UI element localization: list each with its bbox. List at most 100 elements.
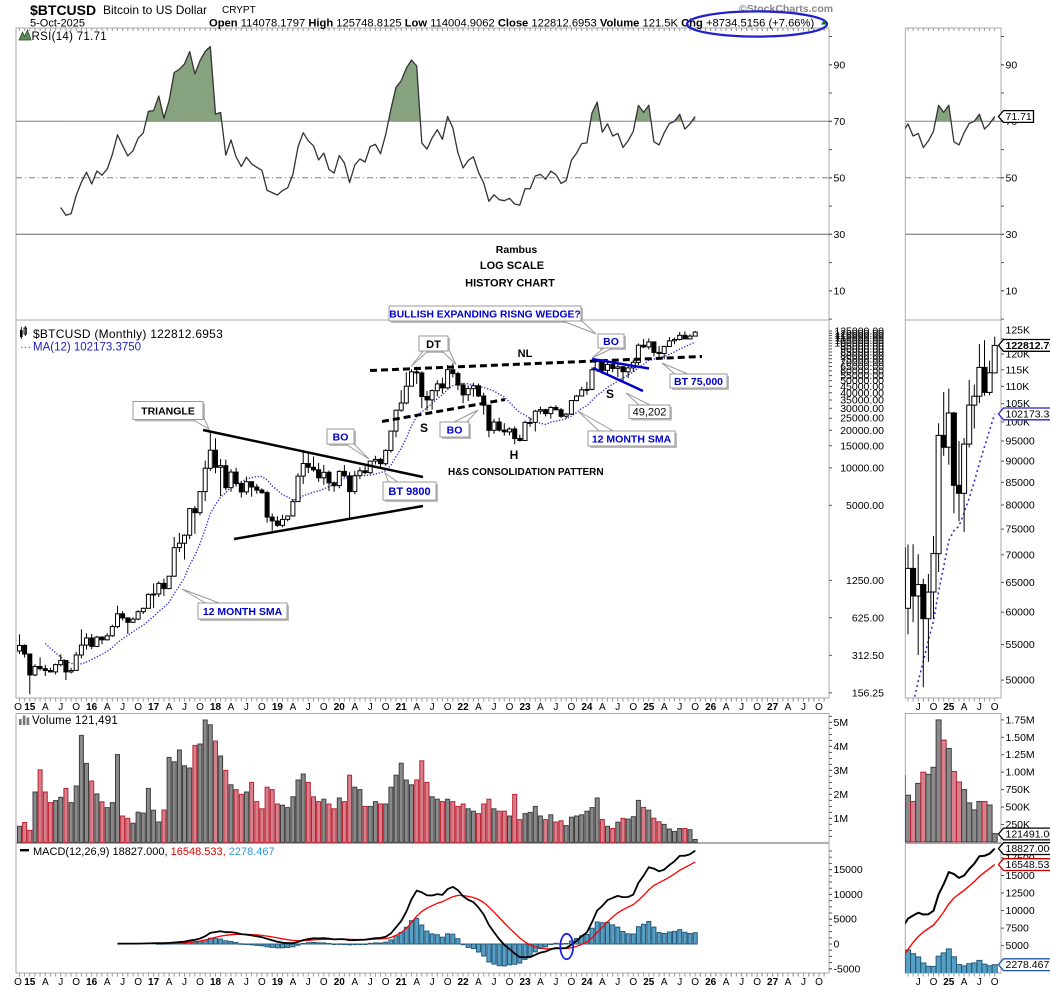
svg-text:10000: 10000 <box>834 889 863 901</box>
svg-text:J: J <box>739 702 744 713</box>
svg-text:O: O <box>753 977 761 988</box>
svg-text:A: A <box>290 702 297 713</box>
svg-text:A: A <box>537 977 544 988</box>
svg-text:RSI(14) 71.71: RSI(14) 71.71 <box>32 31 108 43</box>
svg-text:MACD(12,26,9) 18827.000, 16548: MACD(12,26,9) 18827.000, 16548.533, 2278… <box>33 846 275 858</box>
svg-text:J: J <box>120 977 125 988</box>
svg-text:A: A <box>413 702 420 713</box>
svg-text:HISTORY CHART: HISTORY CHART <box>465 278 555 290</box>
svg-text:J: J <box>977 702 982 713</box>
svg-text:60000: 60000 <box>1006 607 1035 619</box>
svg-text:O: O <box>991 702 999 713</box>
svg-text:···: ··· <box>20 342 31 354</box>
svg-text:10000.00: 10000.00 <box>840 462 884 474</box>
svg-text:15: 15 <box>24 702 36 713</box>
svg-text:15000: 15000 <box>834 864 863 876</box>
svg-text:A: A <box>166 977 173 988</box>
svg-text:25: 25 <box>943 702 955 713</box>
svg-text:50000: 50000 <box>1006 675 1035 687</box>
svg-text:750K: 750K <box>1006 784 1031 796</box>
svg-text:12 MONTH SMA: 12 MONTH SMA <box>592 433 672 445</box>
svg-text:$BTCUSD (Monthly) 122812.6953: $BTCUSD (Monthly) 122812.6953 <box>33 327 223 341</box>
svg-text:J: J <box>553 977 558 988</box>
svg-text:A: A <box>475 977 482 988</box>
svg-text:16548.533: 16548.533 <box>1006 859 1050 871</box>
svg-text:A: A <box>42 702 49 713</box>
svg-text:10: 10 <box>1006 285 1018 297</box>
svg-text:4M: 4M <box>834 741 849 753</box>
svg-text:O: O <box>382 702 390 713</box>
svg-text:10000: 10000 <box>1006 905 1035 917</box>
svg-text:A: A <box>42 977 49 988</box>
svg-text:7500: 7500 <box>1006 923 1030 935</box>
svg-text:10: 10 <box>834 285 846 297</box>
svg-text:Volume 121,491: Volume 121,491 <box>32 715 118 727</box>
svg-text:2278.467: 2278.467 <box>1006 959 1050 971</box>
svg-text:O: O <box>506 702 514 713</box>
svg-text:BO: BO <box>603 336 619 348</box>
svg-text:A: A <box>351 702 358 713</box>
svg-text:J: J <box>368 977 373 988</box>
svg-text:Open 114078.1797 High 125748.8: Open 114078.1797 High 125748.8125 Low 11… <box>209 18 814 30</box>
svg-text:0: 0 <box>834 939 840 951</box>
svg-text:16: 16 <box>86 702 98 713</box>
svg-text:O: O <box>506 977 514 988</box>
svg-text:O: O <box>444 977 452 988</box>
svg-text:312.50: 312.50 <box>852 650 884 662</box>
svg-text:O: O <box>568 977 576 988</box>
svg-text:A: A <box>228 977 235 988</box>
svg-text:O: O <box>72 977 80 988</box>
svg-text:21: 21 <box>396 977 408 988</box>
svg-text:25: 25 <box>643 977 655 988</box>
svg-text:20: 20 <box>334 977 346 988</box>
svg-text:O: O <box>14 977 22 988</box>
svg-text:90: 90 <box>1006 59 1018 71</box>
svg-text:22: 22 <box>458 702 470 713</box>
svg-text:24: 24 <box>581 977 593 988</box>
svg-text:102173.38: 102173.38 <box>1006 408 1050 420</box>
svg-text:J: J <box>801 977 806 988</box>
svg-text:J: J <box>916 977 921 988</box>
svg-text:O: O <box>991 977 999 988</box>
svg-text:A: A <box>228 702 235 713</box>
svg-text:J: J <box>430 702 435 713</box>
svg-text:1250.00: 1250.00 <box>846 575 884 587</box>
svg-text:90000: 90000 <box>1006 456 1035 468</box>
svg-text:J: J <box>739 977 744 988</box>
svg-text:110K: 110K <box>1006 381 1030 393</box>
svg-text:85000: 85000 <box>1006 477 1035 489</box>
svg-text:A: A <box>104 977 111 988</box>
svg-text:18827.000: 18827.000 <box>1006 843 1050 855</box>
svg-text:A: A <box>785 702 792 713</box>
svg-text:5000: 5000 <box>834 914 858 926</box>
svg-text:J: J <box>244 977 249 988</box>
svg-text:A: A <box>413 977 420 988</box>
svg-text:80000: 80000 <box>1006 500 1035 512</box>
svg-text:50: 50 <box>834 172 846 184</box>
svg-text:70000: 70000 <box>1006 549 1035 561</box>
svg-text:O: O <box>930 702 938 713</box>
svg-text:26: 26 <box>705 702 717 713</box>
svg-text:12500: 12500 <box>1006 888 1035 900</box>
svg-text:1.00M: 1.00M <box>1006 767 1035 779</box>
svg-text:A: A <box>290 977 297 988</box>
svg-text:1M: 1M <box>834 813 849 825</box>
svg-text:H: H <box>510 448 519 462</box>
svg-text:25: 25 <box>643 702 655 713</box>
svg-text:3M: 3M <box>834 765 849 777</box>
svg-text:J: J <box>492 702 497 713</box>
svg-text:30: 30 <box>1006 229 1018 241</box>
svg-text:O: O <box>196 977 204 988</box>
svg-text:22: 22 <box>458 977 470 988</box>
svg-text:A: A <box>723 702 730 713</box>
svg-text:125K: 125K <box>1006 325 1031 337</box>
svg-text:J: J <box>368 702 373 713</box>
svg-text:19: 19 <box>272 702 284 713</box>
svg-text:20000.00: 20000.00 <box>840 425 884 437</box>
svg-text:S: S <box>606 387 614 401</box>
svg-text:J: J <box>801 702 806 713</box>
svg-text:115K: 115K <box>1006 364 1030 376</box>
svg-text:25: 25 <box>943 977 955 988</box>
svg-text:J: J <box>553 702 558 713</box>
svg-text:MA(12) 102173.3750: MA(12) 102173.3750 <box>33 342 141 354</box>
